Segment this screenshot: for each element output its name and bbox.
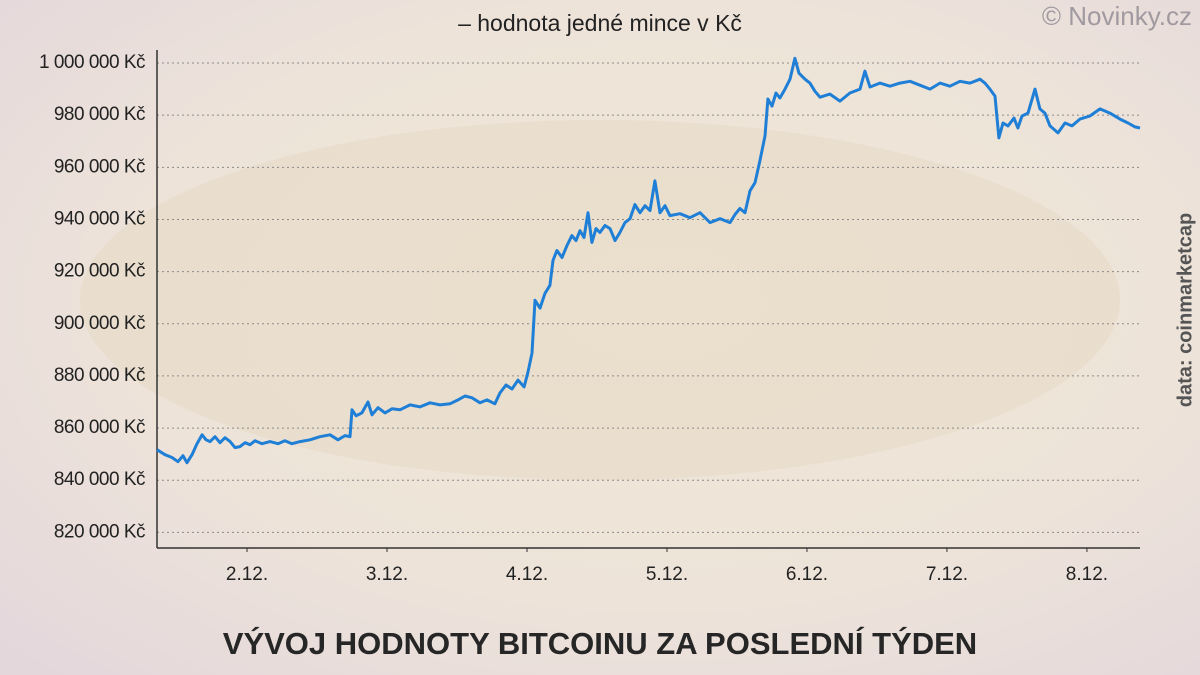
x-tick-label: 2.12. <box>226 564 268 585</box>
plot <box>156 56 1141 465</box>
y-tick-label: 980 000 Kč <box>54 104 145 125</box>
y-tick-label: 1 000 000 Kč <box>39 52 145 73</box>
y-tick-label: 880 000 Kč <box>54 365 145 386</box>
series-line <box>156 56 1141 465</box>
y-tick-label: 960 000 Kč <box>54 156 145 177</box>
y-tick-label: 920 000 Kč <box>54 261 145 282</box>
x-tick-label: 4.12. <box>506 564 548 585</box>
y-tick-label: 940 000 Kč <box>54 208 145 229</box>
y-tick-label: 860 000 Kč <box>54 417 145 438</box>
x-tick-label: 6.12. <box>786 564 828 585</box>
x-tick-label: 5.12. <box>646 564 688 585</box>
x-tick-label: 3.12. <box>366 564 408 585</box>
coin-decoration <box>80 120 1120 480</box>
source: data: coinmarketcap <box>1174 213 1196 408</box>
chart-subtitle: – hodnota jedné mince v Kč <box>458 10 742 36</box>
y-tick-label: 900 000 Kč <box>54 313 145 334</box>
chart-title: VÝVOJ HODNOTY BITCOINU ZA POSLEDNÍ TÝDEN <box>223 626 977 661</box>
y-tick-label: 820 000 Kč <box>54 521 145 542</box>
x-tick-label: 7.12. <box>926 564 968 585</box>
y-tick-label: 840 000 Kč <box>54 469 145 490</box>
x-tick-label: 8.12. <box>1066 564 1108 585</box>
brand: © Novinky.cz <box>1042 1 1192 31</box>
grid <box>156 50 1140 552</box>
